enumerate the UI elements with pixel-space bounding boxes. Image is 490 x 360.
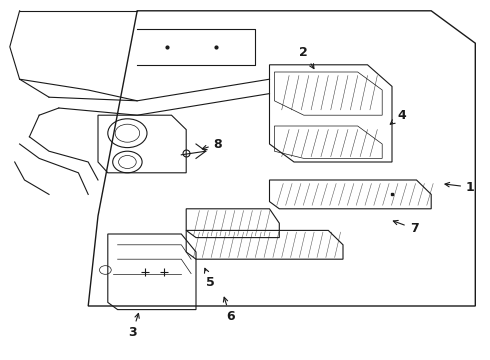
- Text: 8: 8: [202, 138, 222, 150]
- Text: 5: 5: [204, 268, 215, 289]
- Text: 3: 3: [128, 314, 139, 339]
- Text: 2: 2: [299, 46, 314, 69]
- Text: 4: 4: [390, 109, 406, 124]
- Text: 1: 1: [445, 181, 475, 194]
- Text: 6: 6: [223, 297, 235, 323]
- Text: 7: 7: [393, 220, 418, 235]
